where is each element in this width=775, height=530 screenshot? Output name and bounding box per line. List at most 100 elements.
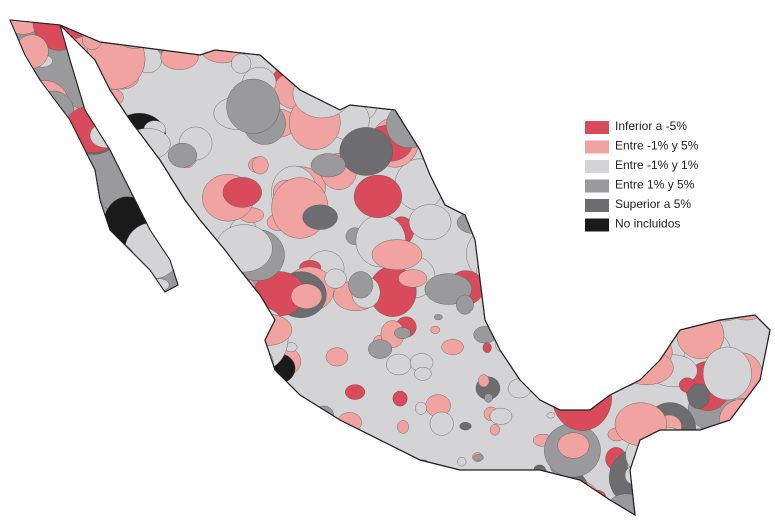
municipality [699,20,722,30]
municipality [499,232,538,264]
municipality [514,143,563,182]
municipality [456,294,474,315]
municipality [422,140,454,166]
municipality [198,398,257,438]
municipality [586,489,607,504]
municipality [430,325,441,334]
municipality [719,398,765,442]
municipality [600,51,646,102]
municipality [30,432,52,449]
municipality [302,204,338,230]
municipality [548,42,575,72]
municipality [719,494,738,515]
municipality [17,111,54,155]
municipality [678,475,714,511]
municipality [10,96,43,127]
municipality [158,345,186,370]
municipality [470,473,494,500]
municipality [686,104,732,136]
municipality [325,347,349,367]
municipality [560,20,591,46]
municipality [17,378,61,424]
municipality [534,97,556,119]
municipality [464,20,494,39]
municipality [712,93,766,156]
municipality [10,310,51,352]
municipality [39,136,78,172]
municipality [357,20,402,57]
municipality [631,70,692,122]
municipality [201,293,237,329]
municipality [638,446,687,492]
municipality [459,422,472,431]
municipality [290,283,323,309]
municipality [292,69,352,119]
municipality [495,36,537,85]
municipality [344,384,366,400]
municipality [136,415,173,441]
municipality [630,20,684,69]
municipality [314,47,344,72]
municipality [313,405,334,426]
municipality [722,491,741,504]
municipality [90,346,146,382]
municipality [294,20,329,41]
municipality [575,40,619,75]
municipality [636,485,696,515]
municipality [134,320,170,346]
municipality [119,417,165,468]
municipality [178,360,234,408]
municipality [537,498,562,515]
municipality [429,411,454,436]
borders [9,19,771,517]
municipality [440,124,475,158]
municipality [712,429,768,491]
municipality [490,317,501,329]
municipality [314,455,333,472]
municipality [113,20,156,49]
municipality [159,336,216,377]
municipality [42,346,77,384]
municipality [552,364,612,431]
municipality [619,350,674,386]
municipality [689,77,720,97]
municipality [716,417,763,464]
municipality [297,402,317,425]
municipality [197,254,224,282]
municipality [702,346,752,401]
municipality [526,331,546,353]
legend-swatch [585,121,609,134]
municipality [742,216,770,262]
municipality [571,332,630,369]
municipality [590,41,648,103]
legend-swatch [585,160,609,173]
municipality [434,79,491,138]
municipality [482,342,492,353]
municipality [301,406,325,430]
municipality [117,411,151,449]
municipality [714,448,765,495]
municipality [696,432,755,478]
municipality [46,364,92,403]
legend-label: Entre 1% y 5% [615,178,695,192]
legend-swatch [585,218,609,232]
municipality [546,94,572,113]
municipality [308,430,321,442]
municipality [436,49,463,72]
municipality [534,500,558,515]
municipality [488,79,548,147]
municipality [389,482,411,508]
municipality [547,20,579,38]
municipality [497,324,517,340]
municipality [518,115,536,126]
municipality [604,298,654,333]
municipality [231,277,257,304]
municipality [310,153,346,178]
municipality [104,89,124,106]
municipality [545,292,566,316]
municipality [375,512,386,515]
municipality [514,94,565,150]
municipality [10,301,57,344]
municipality [414,366,432,381]
